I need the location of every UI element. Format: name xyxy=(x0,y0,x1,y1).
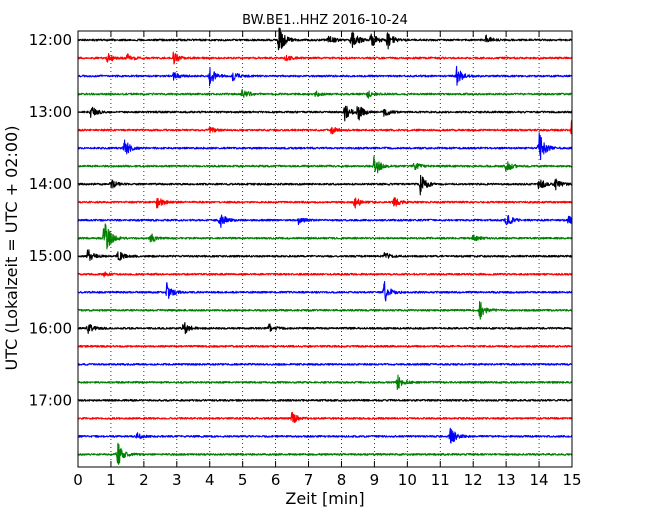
x-tick-label: 0 xyxy=(73,471,83,489)
x-tick-label: 2 xyxy=(139,471,149,489)
seismic-trace-1215 xyxy=(77,51,573,65)
y-tick-label: 12:00 xyxy=(29,31,72,49)
seismic-trace-1645 xyxy=(77,374,573,391)
chart-title: BW.BE1..HHZ 2016-10-24 xyxy=(242,13,408,28)
seismic-trace-1345 xyxy=(77,155,573,174)
trace-layer xyxy=(77,27,573,465)
seismic-trace-1630 xyxy=(77,362,573,366)
y-tick-label: 14:00 xyxy=(29,175,72,193)
y-tick-label: 15:00 xyxy=(29,247,72,265)
x-axis-label: Zeit [min] xyxy=(285,489,364,508)
seismic-trace-1530 xyxy=(77,281,573,302)
x-tick-label: 12 xyxy=(464,471,483,489)
seismic-trace-1245 xyxy=(77,89,573,99)
seismic-trace-1315 xyxy=(77,119,573,137)
seismic-trace-1400 xyxy=(77,174,573,196)
x-tick-label: 10 xyxy=(398,471,417,489)
x-tick-label: 13 xyxy=(497,471,516,489)
x-tick-label: 14 xyxy=(530,471,549,489)
seismic-trace-1430 xyxy=(77,214,573,229)
seismic-trace-1730 xyxy=(77,427,573,444)
axes-layer: 0 1 2 3 4 5 6 7 8 9 10 11 12 13 14 1512:0013:0014:0015:… xyxy=(29,30,582,489)
x-tick-label: 1 xyxy=(106,471,116,489)
seismic-trace-1715 xyxy=(77,411,573,423)
seismic-trace-1300 xyxy=(77,105,573,122)
seismic-trace-1415 xyxy=(77,197,573,209)
seismic-trace-1615 xyxy=(77,344,573,348)
y-tick-label: 17:00 xyxy=(29,391,72,409)
y-axis-label: UTC (Lokalzeit = UTC + 02:00) xyxy=(2,126,21,371)
x-tick-label: 5 xyxy=(238,471,248,489)
seismic-trace-1600 xyxy=(77,322,573,335)
y-tick-label: 16:00 xyxy=(29,319,72,337)
seismic-trace-1515 xyxy=(77,271,573,278)
grid-layer xyxy=(110,31,540,467)
seismic-trace-1200 xyxy=(77,27,573,51)
seismic-trace-1330 xyxy=(77,132,573,161)
seismic-trace-1445 xyxy=(77,223,573,250)
x-tick-label: 3 xyxy=(172,471,182,489)
seismic-trace-1230 xyxy=(77,65,573,87)
x-tick-label: 7 xyxy=(304,471,314,489)
x-tick-label: 4 xyxy=(205,471,215,489)
seismic-trace-1500 xyxy=(77,249,573,261)
x-tick-label: 6 xyxy=(271,471,281,489)
seismic-trace-1700 xyxy=(77,398,573,402)
seismic-trace-1545 xyxy=(77,301,573,320)
x-tick-label: 9 xyxy=(370,471,380,489)
x-tick-label: 11 xyxy=(431,471,450,489)
plot-frame xyxy=(77,30,573,468)
y-tick-label: 13:00 xyxy=(29,103,72,121)
seismic-trace-1745 xyxy=(77,442,573,465)
x-tick-label: 8 xyxy=(337,471,347,489)
x-tick-label: 15 xyxy=(562,471,581,489)
